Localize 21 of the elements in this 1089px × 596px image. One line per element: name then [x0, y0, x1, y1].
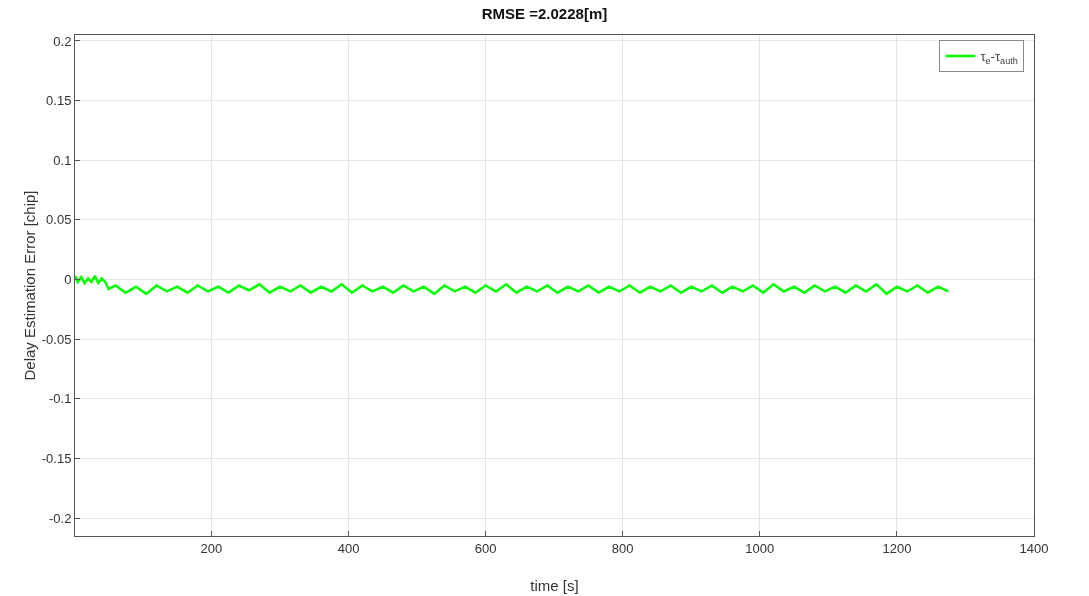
y-tick-label: 0.15	[46, 93, 72, 109]
y-tick-label: 0.2	[53, 33, 72, 49]
x-tick-label: 1200	[882, 540, 912, 556]
y-tick-label: -0.05	[41, 331, 72, 347]
x-tick-label: 600	[474, 540, 497, 556]
y-axis-title: Delay Estimation Error [chip]	[21, 190, 38, 381]
x-tick-label: 400	[337, 540, 360, 556]
legend-label: τ$_{e}$-τ$_{auth}$	[980, 49, 1018, 66]
line-series	[75, 274, 950, 296]
y-tick-label: -0.15	[41, 451, 72, 467]
x-tick-label: 200	[200, 540, 223, 556]
y-tick-label: 0.1	[53, 152, 72, 168]
chart-title: RMSE =2.0228[m]	[481, 5, 608, 23]
x-tick-label: 800	[611, 540, 634, 556]
y-tick-label: 0.05	[46, 212, 72, 228]
x-tick-label: 1400	[1019, 540, 1049, 556]
x-axis-title: time [s]	[530, 577, 579, 594]
y-tick-label: -0.2	[48, 510, 72, 526]
y-tick-label: -0.1	[48, 391, 72, 407]
x-tick-label: 1000	[745, 540, 775, 556]
y-tick-label: 0	[64, 272, 72, 288]
